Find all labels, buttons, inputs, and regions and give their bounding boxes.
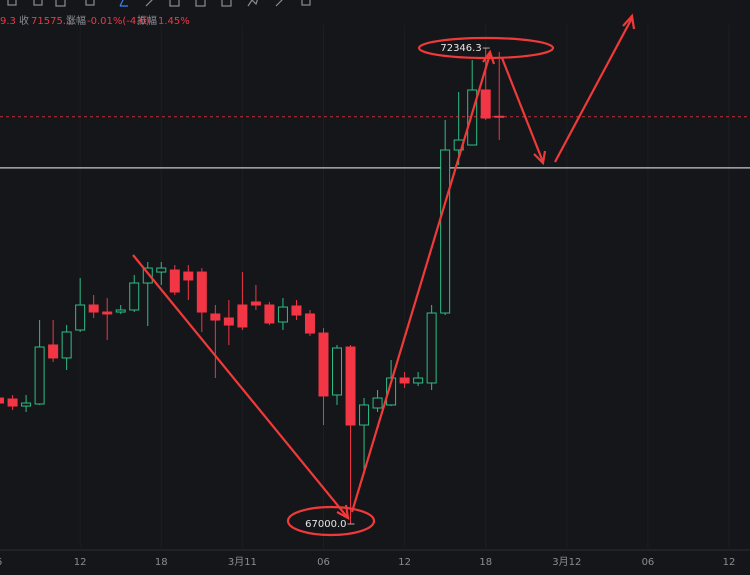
candle-body (237, 304, 248, 328)
tool-icon[interactable] (301, 0, 311, 6)
header-partial: 9.3 (0, 16, 16, 27)
highlight-ellipse (417, 36, 555, 60)
candle-body (21, 402, 32, 407)
candle-body (264, 304, 275, 324)
candle-body (480, 89, 491, 119)
candle-body (115, 309, 126, 313)
tool-icon[interactable] (119, 0, 128, 7)
candle-body (359, 404, 370, 426)
candle-body (291, 305, 302, 316)
candle-body (386, 377, 397, 406)
x-tick-label: 06 (317, 557, 330, 568)
trend-arrow (350, 53, 492, 513)
candle-body (61, 331, 72, 359)
candle-body (142, 267, 153, 284)
toolbar (7, 0, 311, 7)
trend-arrow (132, 254, 349, 519)
candle-body (0, 397, 5, 404)
highlight-ellipse (286, 505, 376, 537)
candle-body (332, 347, 343, 396)
trend-arrow (554, 17, 633, 163)
tool-icon[interactable] (275, 0, 284, 7)
x-tick-label: 12 (723, 557, 736, 568)
arrow-head (533, 150, 547, 166)
plot: 6 12 18 3月11 06 12 18 3月12 06 12 72346.3 67000.0 (0, 25, 750, 568)
candle-body (223, 317, 234, 326)
x-tick-label: 18 (155, 557, 168, 568)
candle-body (156, 267, 167, 273)
drawings (132, 13, 636, 537)
candle-body (413, 377, 424, 384)
header-value: 71575.1 (31, 16, 72, 27)
candle-body (345, 346, 356, 426)
x-tick-label: 06 (642, 557, 655, 568)
candle-body (75, 304, 86, 331)
candle-body (169, 269, 180, 293)
tool-icon[interactable] (55, 0, 66, 7)
candle-body (210, 313, 221, 321)
x-tick-label: 3月12 (552, 556, 581, 568)
candle-body (467, 89, 478, 146)
header-label: 振幅 (137, 14, 157, 27)
candle-body (399, 377, 410, 384)
tool-icon[interactable] (33, 0, 43, 6)
tool-icon[interactable] (195, 0, 206, 7)
ohlc-header: 9.3 收 71575.1 涨幅 -0.01%(-4.0) 振幅 1.45% (0, 14, 190, 27)
candle-body (250, 301, 261, 306)
arrow-head (336, 504, 350, 521)
header-label: 涨幅 (66, 14, 86, 27)
tool-icon[interactable] (169, 0, 180, 7)
tool-icon[interactable] (145, 0, 154, 7)
tool-icon[interactable] (221, 0, 232, 7)
tool-icon[interactable] (7, 0, 17, 6)
x-tick-label: 12 (398, 557, 411, 568)
price-annotation: 67000.0 (305, 519, 346, 530)
candle-body (426, 312, 437, 384)
header-value: 1.45% (158, 16, 190, 27)
candle-body (102, 311, 113, 315)
x-tick-label: 18 (479, 557, 492, 568)
arrow-head (622, 13, 636, 30)
x-tick-label: 12 (74, 557, 87, 568)
candle-body (277, 306, 288, 323)
x-tick-label: 6 (0, 557, 2, 568)
header-value: -0.01%(-4.0) (87, 16, 150, 27)
tool-icon[interactable] (85, 0, 95, 6)
price-annotation: 72346.3 (440, 43, 481, 54)
candle-body (318, 332, 329, 397)
candle-body (440, 149, 451, 314)
candle-body (48, 344, 59, 359)
candle-body (304, 313, 315, 334)
candle-body (372, 397, 383, 409)
candle-body (34, 346, 45, 405)
tool-icon[interactable] (247, 0, 258, 7)
candle-body (183, 271, 194, 281)
candle-body (129, 282, 140, 311)
x-tick-label: 3月11 (228, 556, 257, 568)
candle-body (7, 398, 18, 407)
candle-body (196, 271, 207, 313)
header-label: 收 (19, 14, 29, 27)
trend-arrow (500, 57, 545, 163)
candle-body (88, 304, 99, 313)
